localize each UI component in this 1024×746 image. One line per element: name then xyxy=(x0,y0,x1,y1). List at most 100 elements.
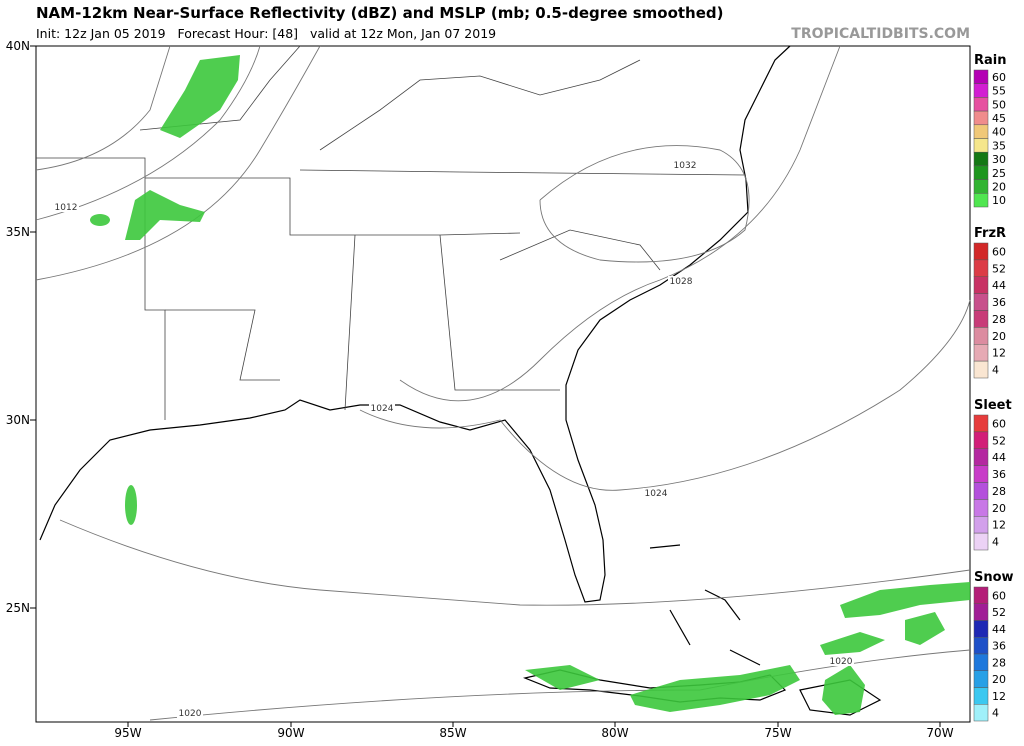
isobar-label: 1020 xyxy=(830,657,853,667)
legend-swatch xyxy=(973,499,989,517)
legend-label: 30 xyxy=(992,153,1006,166)
legend-title: FrzR xyxy=(974,226,1006,241)
isobar-label-bg xyxy=(369,403,395,413)
lon-label: 75W xyxy=(764,726,791,740)
legend-swatch xyxy=(973,310,989,328)
legend-swatch xyxy=(973,516,989,534)
legend-swatch xyxy=(973,620,989,638)
legend-title: Sleet xyxy=(974,398,1012,413)
precip-area xyxy=(820,632,885,655)
legend-swatch xyxy=(973,687,989,705)
isobar-label: 1024 xyxy=(645,489,668,499)
legend-swatch xyxy=(973,431,989,449)
isobar-label-bg xyxy=(177,708,203,718)
legend-swatch xyxy=(973,344,989,362)
isobar-label-bg xyxy=(668,276,694,286)
bahamas xyxy=(649,544,761,666)
map xyxy=(35,45,971,723)
legend-label: 55 xyxy=(992,85,1006,98)
legend-swatch xyxy=(973,259,989,277)
legend-label: 60 xyxy=(992,417,1006,430)
precip-area xyxy=(125,485,137,525)
isobar-label: 1020 xyxy=(179,709,202,719)
legend-label: 60 xyxy=(992,71,1006,84)
legend-swatch xyxy=(973,704,989,722)
legend-swatch xyxy=(973,110,989,126)
legend-label: 36 xyxy=(992,296,1006,309)
isobar-label-bg xyxy=(828,656,854,666)
legend-label: 44 xyxy=(992,451,1006,464)
lon-label: 95W xyxy=(114,726,141,740)
cuba xyxy=(522,669,787,703)
isobar-label: 1012 xyxy=(55,203,78,213)
legend-label: 45 xyxy=(992,112,1006,125)
legend-swatch xyxy=(973,327,989,345)
legend-label: 52 xyxy=(992,606,1006,619)
legend-label: 60 xyxy=(992,245,1006,258)
site-name: TROPICALTIDBITS.COM xyxy=(791,26,970,42)
legend-swatch xyxy=(973,414,989,433)
legend-label: 28 xyxy=(992,485,1006,498)
subtitle: Init: 12z Jan 05 2019 Forecast Hour: [48… xyxy=(36,26,496,41)
isobar-label: 1024 xyxy=(371,404,394,414)
legend-swatch xyxy=(973,193,989,208)
legend-swatch xyxy=(973,276,989,294)
legend-label: 25 xyxy=(992,167,1006,180)
legend-swatch xyxy=(973,637,989,655)
legend-swatch xyxy=(973,482,989,500)
legend-swatch xyxy=(973,69,989,84)
legend-label: 28 xyxy=(992,313,1006,326)
isobar-label-bg xyxy=(672,160,698,170)
precip-area xyxy=(90,214,110,226)
precip-area xyxy=(125,190,205,240)
legend-label: 4 xyxy=(992,536,999,549)
precip-area xyxy=(525,665,600,690)
legend-swatch xyxy=(973,138,989,153)
precip-area xyxy=(160,55,240,138)
precip-area xyxy=(630,665,800,712)
legend-label: 60 xyxy=(992,589,1006,602)
precipitation xyxy=(90,55,970,715)
state-borders xyxy=(36,45,746,420)
legend-swatch xyxy=(973,242,989,261)
lon-label: 70W xyxy=(926,726,953,740)
legend-label: 20 xyxy=(992,180,1006,193)
legend-swatch xyxy=(973,293,989,311)
precip-area xyxy=(840,582,970,618)
legend-label: 12 xyxy=(992,347,1006,360)
lon-label: 90W xyxy=(277,726,304,740)
map-frame xyxy=(35,45,971,723)
legend-swatch xyxy=(973,586,989,604)
legend-label: 12 xyxy=(992,519,1006,532)
legend-label: 20 xyxy=(992,330,1006,343)
legend-label: 28 xyxy=(992,656,1006,669)
precip-area xyxy=(822,665,865,715)
coastline xyxy=(39,45,791,603)
legend-label: 35 xyxy=(992,139,1006,152)
legend-title: Snow xyxy=(974,570,1014,585)
legend-swatch xyxy=(973,653,989,671)
lon-label: 85W xyxy=(439,726,466,740)
legend-swatch xyxy=(973,124,989,139)
lat-label: 25N xyxy=(6,601,30,615)
legend-swatch xyxy=(973,179,989,194)
legend-swatch xyxy=(973,448,989,466)
legend-swatch xyxy=(973,97,989,112)
legend-label: 44 xyxy=(992,623,1006,636)
legend-label: 4 xyxy=(992,364,999,377)
lat-label: 35N xyxy=(6,225,30,239)
legend-label: 20 xyxy=(992,502,1006,515)
legend-swatch xyxy=(973,165,989,180)
lat-label: 40N xyxy=(6,39,30,53)
legend-swatch xyxy=(973,670,989,688)
legend-swatch xyxy=(973,465,989,483)
precip-area xyxy=(905,612,945,645)
legend-label: 36 xyxy=(992,640,1006,653)
legend-label: 44 xyxy=(992,279,1006,292)
legend-swatch xyxy=(973,360,989,379)
legend-swatch xyxy=(973,603,989,621)
legend-label: 4 xyxy=(992,707,999,720)
isobar-label-bg xyxy=(643,488,669,498)
